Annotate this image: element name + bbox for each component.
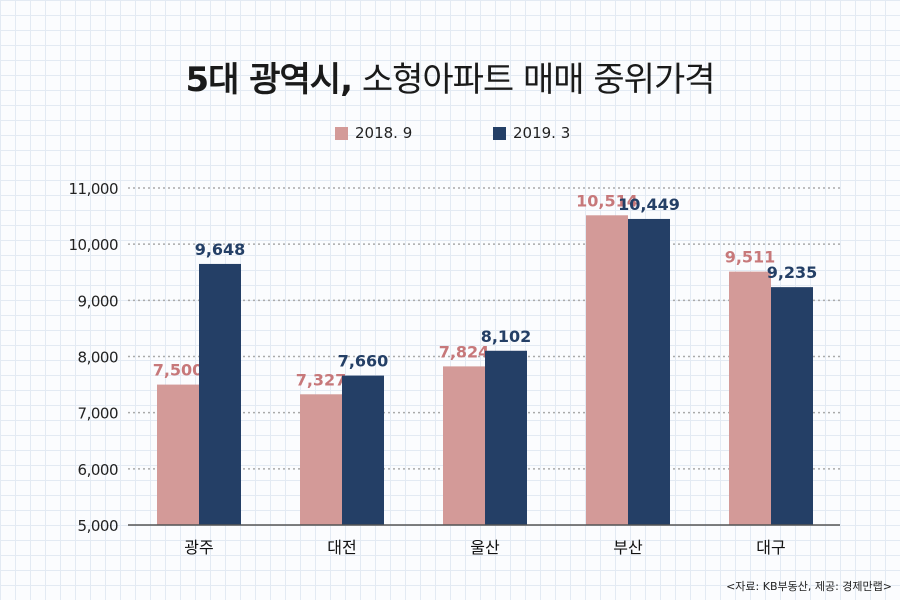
data-label: 8,102 — [481, 327, 532, 346]
data-label: 10,514 — [576, 191, 638, 210]
bar-광주-2019. 3 — [199, 263, 241, 525]
bar-대전-2019. 3 — [342, 375, 384, 525]
y-tick-label: 5,000 — [78, 517, 118, 535]
y-tick-label: 11,000 — [69, 180, 119, 198]
data-label: 9,235 — [767, 263, 818, 282]
y-tick-label: 8,000 — [78, 349, 118, 367]
data-label: 10,449 — [618, 195, 680, 214]
bar-울산-2019. 3 — [485, 350, 527, 525]
legend-item-2018: 2018. 9 — [335, 124, 412, 142]
x-tick-label: 대구 — [756, 538, 785, 557]
x-tick-label: 부산 — [613, 538, 643, 557]
data-label: 7,660 — [338, 352, 389, 371]
data-label: 7,824 — [439, 342, 490, 361]
bar-대구-2018. 9 — [729, 271, 771, 525]
bar-대구-2019. 3 — [771, 287, 813, 525]
x-tick-label: 광주 — [184, 538, 213, 557]
bar-부산-2018. 9 — [586, 215, 628, 525]
data-label: 7,500 — [153, 361, 204, 380]
legend-swatch — [335, 126, 348, 140]
chart-title: 5대 광역시, 소형아파트 매매 중위가격 — [0, 52, 900, 101]
y-tick-label: 10,000 — [69, 236, 119, 254]
legend-swatch — [493, 126, 506, 140]
data-label: 9,511 — [725, 248, 776, 267]
y-tick-label: 6,000 — [78, 461, 118, 479]
legend-item-2019: 2019. 3 — [493, 124, 570, 142]
bar-울산-2018. 9 — [443, 366, 485, 525]
legend-label: 2018. 9 — [355, 124, 413, 142]
data-label: 9,648 — [195, 240, 246, 259]
bar-대전-2018. 9 — [300, 394, 342, 525]
x-tick-label: 대전 — [327, 538, 356, 557]
y-tick-label: 9,000 — [78, 292, 118, 310]
x-tick-label: 울산 — [470, 538, 500, 557]
bar-광주-2018. 9 — [157, 384, 199, 525]
data-label: 7,327 — [296, 370, 347, 389]
source-note: <자료: KB부동산, 제공: 경제만랩> — [726, 580, 892, 593]
title-bold: 5대 광역시, — [185, 60, 353, 100]
legend-label: 2019. 3 — [513, 124, 571, 142]
bar-부산-2019. 3 — [628, 218, 670, 526]
title-rest: 소형아파트 매매 중위가격 — [361, 60, 716, 100]
y-tick-label: 7,000 — [78, 405, 118, 423]
